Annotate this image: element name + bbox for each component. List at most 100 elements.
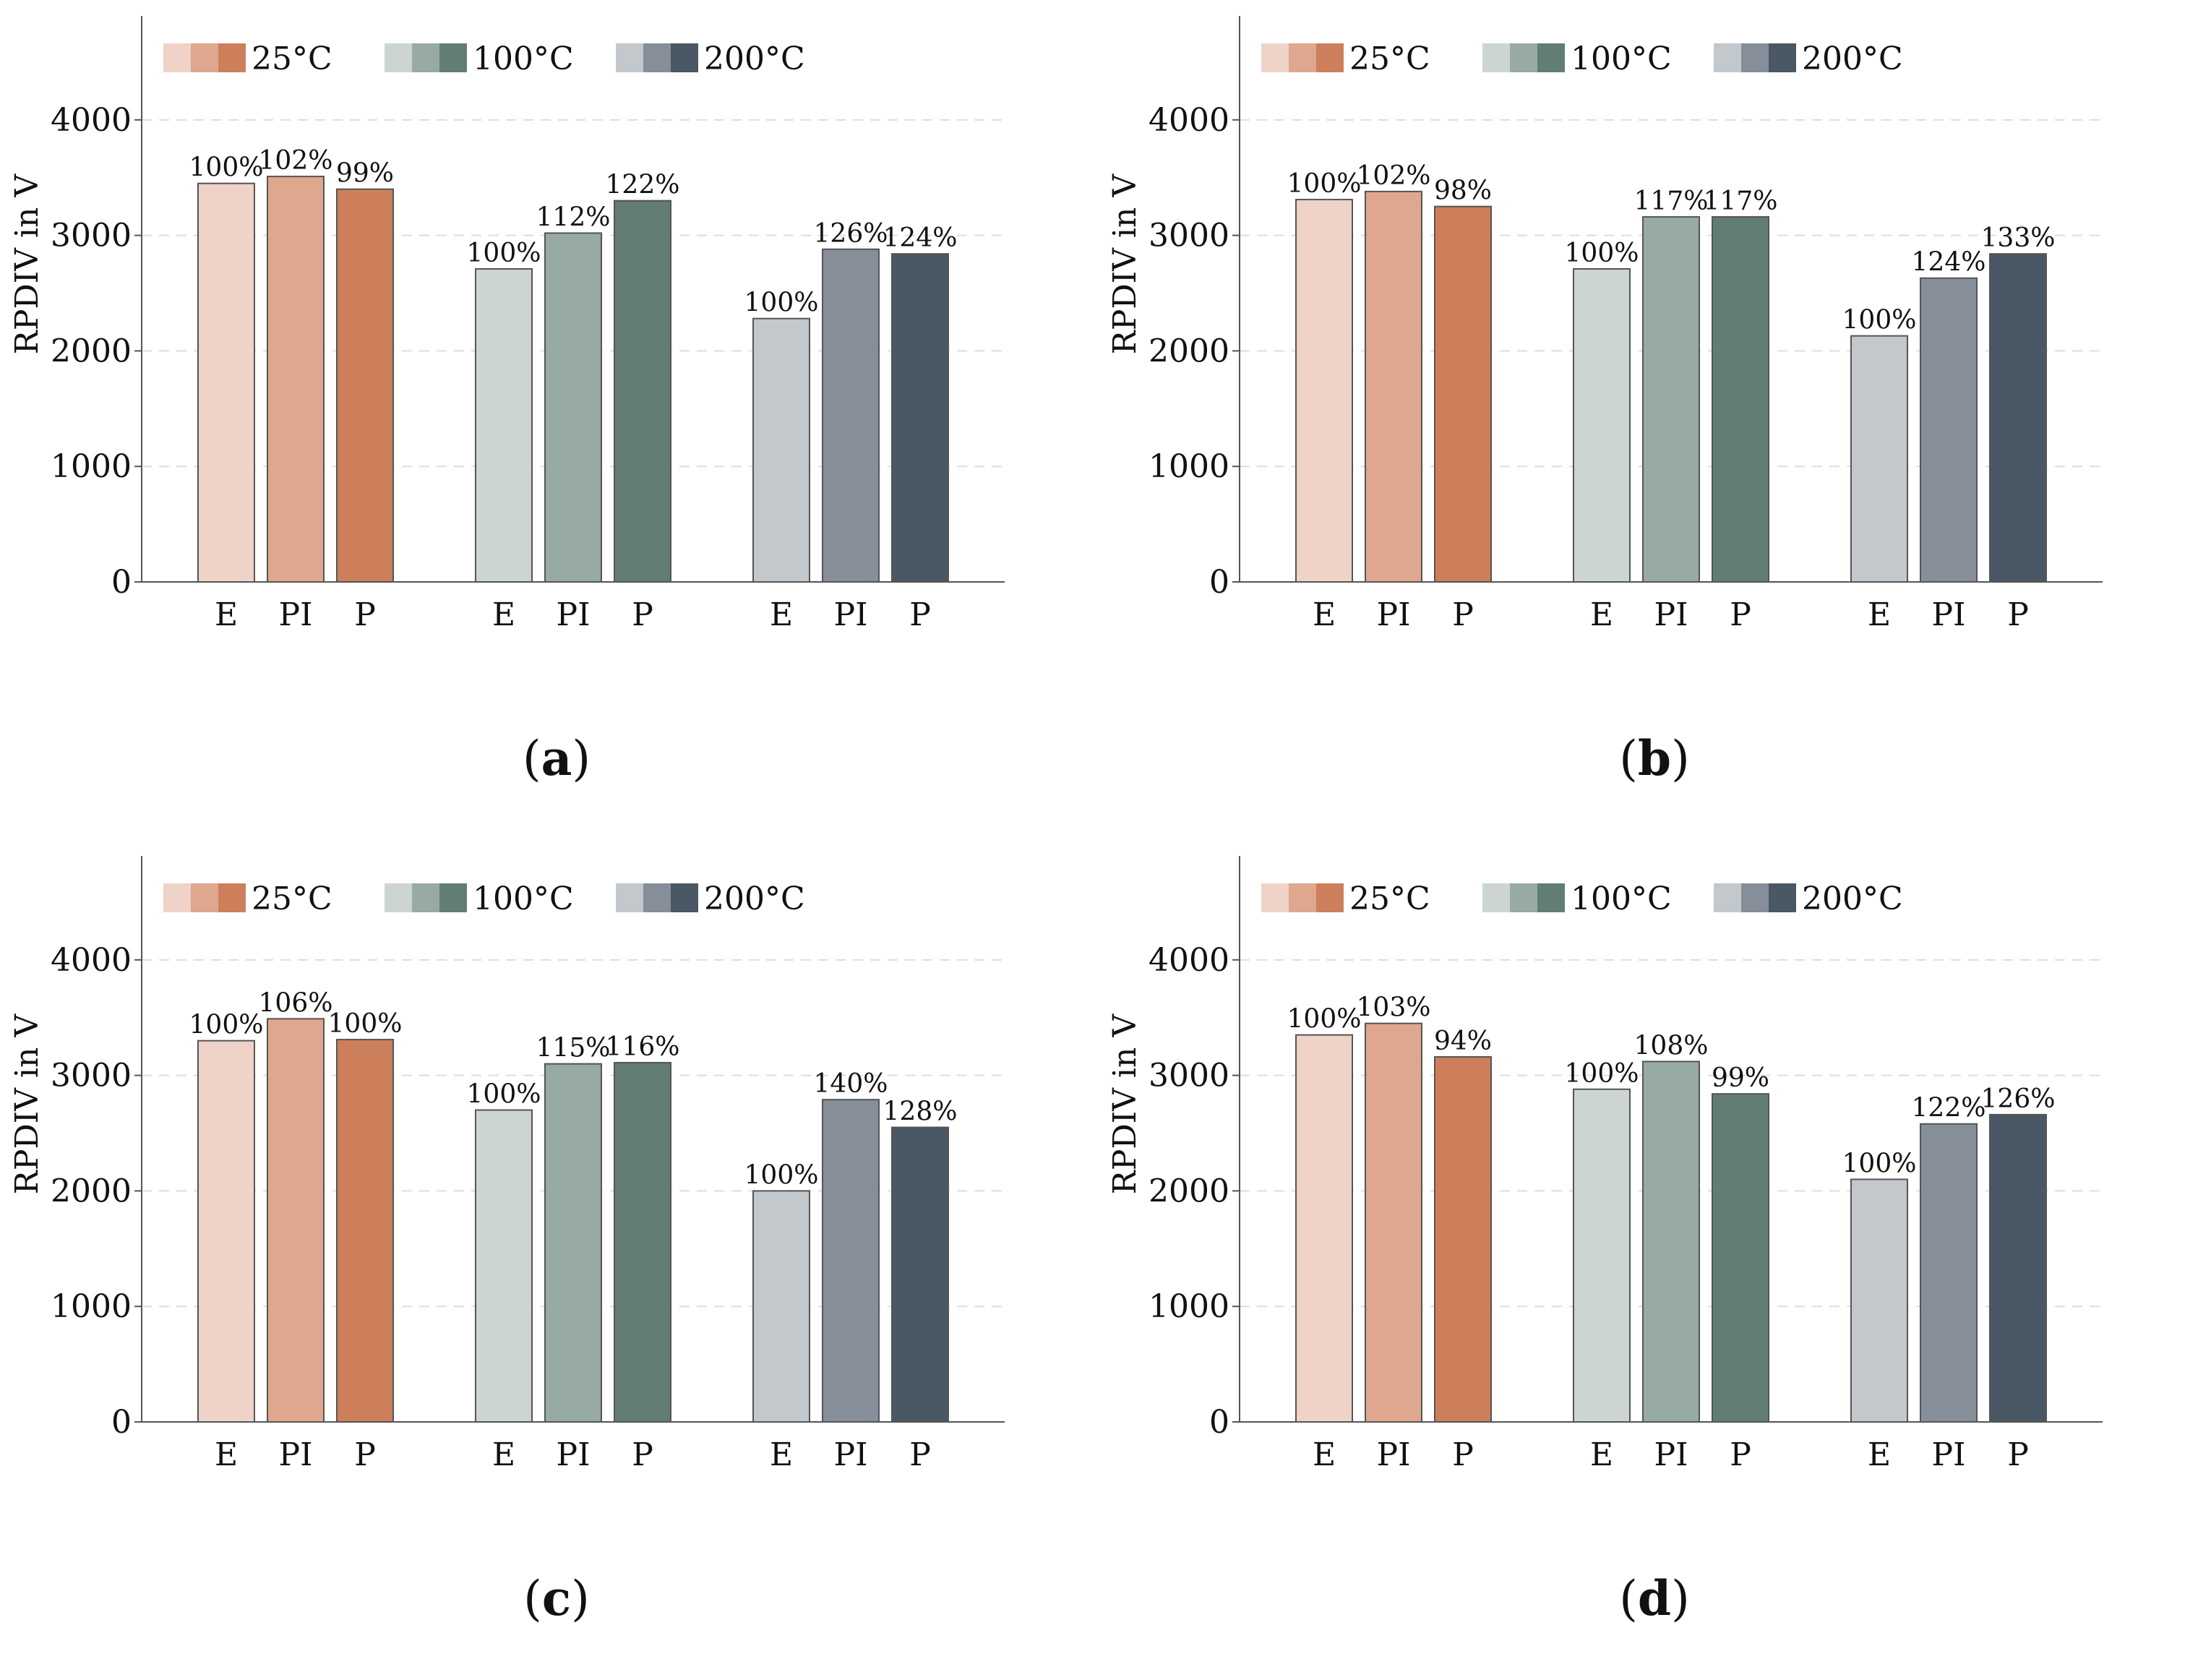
bar [1365,1022,1422,1423]
legend-swatch [1741,883,1769,912]
x-tick-label: E [215,596,238,633]
y-tick-label: 2000 [1149,1173,1229,1209]
legend-swatch [1261,883,1289,912]
bar [1573,1088,1631,1423]
bar [1295,199,1353,583]
legend-swatch [1316,43,1344,72]
y-tick-label: 3000 [51,1058,132,1094]
chart-caption: (b) [1619,730,1690,787]
x-tick-label: P [1730,596,1751,633]
chart-panel-d: 0 1000 2000 3000 4000 RPDIV in V 100% E 103% PI 94… [1098,840,2211,1664]
legend-label: 200°C [1802,40,1903,77]
y-tick-label: 0 [1209,1404,1229,1441]
y-axis-label: RPDIV in V [1107,173,1143,355]
bar-value-label: 100% [744,1160,819,1190]
bar-value-label: 100% [189,1011,264,1040]
bar-value-label: 126% [1981,1084,2056,1114]
y-tick-label: 4000 [51,942,132,979]
bar-value-label: 100% [1842,1149,1917,1178]
bar-value-label: 102% [1357,161,1431,191]
x-tick-label: P [632,596,653,633]
bar-value-label: 99% [1712,1063,1769,1093]
x-tick-label: E [215,1436,238,1473]
legend-swatch [671,43,698,72]
x-tick-label: PI [1377,1436,1411,1473]
bar-value-label: 103% [1357,993,1431,1023]
legend-swatch [1510,883,1537,912]
legend-label: 25°C [252,40,332,77]
bar [544,232,602,583]
bar [891,1126,949,1423]
legend-label: 25°C [1349,40,1430,77]
x-tick-label: PI [1654,596,1688,633]
legend-swatch [1482,883,1510,912]
bar-value-label: 100% [744,288,819,318]
legend-swatch [1714,883,1741,912]
y-tick-label: 1000 [51,448,132,485]
bar [1434,1056,1492,1423]
legend-swatch [643,883,671,912]
bar [1920,1123,1978,1423]
x-tick-label: P [909,1436,931,1473]
legend-label: 200°C [704,40,805,77]
bar-value-label: 116% [606,1032,680,1062]
bar-value-label: 102% [259,146,333,176]
bar [1850,1178,1908,1423]
legend-label: 100°C [1571,40,1672,77]
bar-value-label: 98% [1434,176,1492,206]
x-tick-label: P [1452,1436,1474,1473]
bar [197,182,255,583]
legend-swatch [1289,883,1316,912]
legend-swatch [163,883,191,912]
legend-swatch [191,43,218,72]
legend-swatch [385,43,412,72]
bar [1365,190,1422,583]
legend-swatch [1537,883,1565,912]
chart-panel-b: 0 1000 2000 3000 4000 RPDIV in V 100% E 102% PI 98… [1098,0,2211,824]
bar [822,248,880,583]
bar-value-label: 100% [467,239,541,268]
y-tick-label: 2000 [51,1173,132,1209]
y-tick-label: 1000 [1149,1288,1229,1325]
y-tick-label: 0 [111,1404,132,1441]
legend-swatch [218,883,246,912]
x-tick-label: PI [1932,596,1966,633]
x-tick-label: P [354,1436,376,1473]
y-axis-label: RPDIV in V [9,173,46,355]
bar [544,1063,602,1423]
y-axis-label: RPDIV in V [1107,1013,1143,1195]
y-tick-label: 4000 [1149,942,1229,979]
bar [197,1040,255,1423]
bar [1642,216,1700,583]
bar-value-label: 94% [1434,1027,1492,1056]
x-tick-label: E [770,1436,793,1473]
chart-caption: (d) [1619,1570,1690,1627]
legend-label: 25°C [1349,880,1430,917]
legend-label: 200°C [704,880,805,917]
bar [1434,205,1492,583]
legend-swatch [1289,43,1316,72]
x-tick-label: PI [279,596,313,633]
x-tick-label: E [492,596,515,633]
chart-panel-a: 0 1000 2000 3000 4000 RPDIV in V 100% E 102% PI 99… [0,0,1113,824]
legend-label: 200°C [1802,880,1903,917]
bar-value-label: 100% [1287,1005,1362,1034]
bar-value-label: 115% [536,1034,611,1063]
legend-swatch [616,883,643,912]
bar-value-label: 133% [1981,223,2056,253]
bar-value-label: 122% [1912,1094,1986,1123]
bar [752,1190,810,1423]
legend-swatch [1510,43,1537,72]
x-tick-label: PI [834,596,868,633]
legend-swatch [1769,883,1796,912]
x-tick-label: E [1590,1436,1613,1473]
bar [1295,1034,1353,1423]
bar-value-label: 122% [606,171,680,200]
bar [336,1039,394,1423]
bar-value-label: 108% [1634,1031,1709,1060]
bar [1573,267,1631,583]
legend-label: 100°C [1571,880,1672,917]
bar-value-label: 100% [1842,306,1917,335]
